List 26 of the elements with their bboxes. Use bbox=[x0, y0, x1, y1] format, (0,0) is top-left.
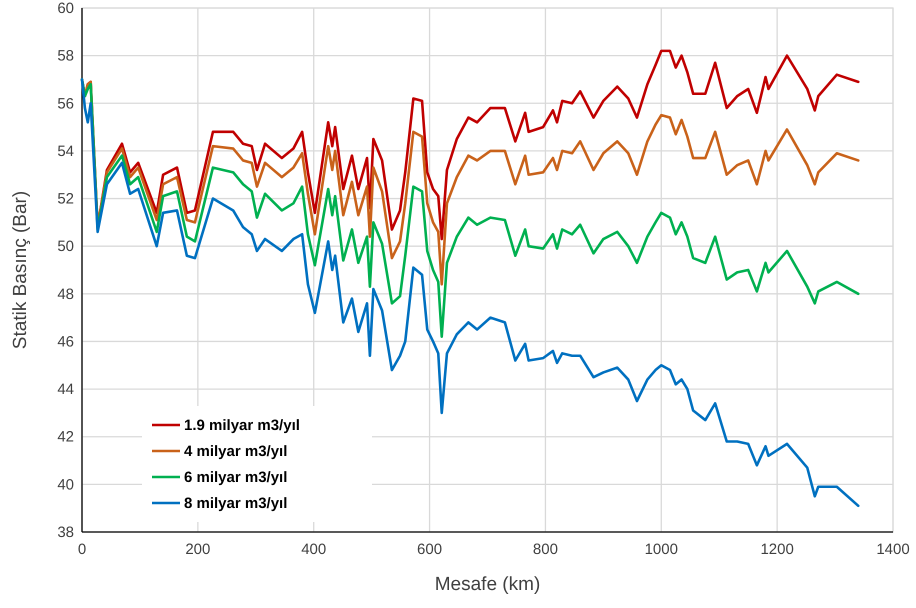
y-tick-label: 54 bbox=[57, 142, 74, 160]
x-tick-label: 0 bbox=[78, 541, 86, 558]
y-tick-label: 58 bbox=[57, 48, 74, 65]
x-tick-label: 1200 bbox=[760, 541, 794, 558]
legend-label: 8 milyar m3/yıl bbox=[184, 495, 288, 512]
x-tick-label: 200 bbox=[185, 541, 210, 558]
legend-label: 4 milyar m3/yıl bbox=[184, 443, 288, 460]
x-tick-label: 600 bbox=[417, 541, 442, 558]
y-tick-label: 56 bbox=[57, 95, 74, 112]
x-tick-label: 1000 bbox=[644, 541, 678, 558]
y-axis-title: Statik Basınç (Bar) bbox=[10, 190, 31, 350]
x-axis-title: Mesafe (km) bbox=[434, 574, 540, 595]
y-tick-label: 46 bbox=[57, 333, 74, 350]
legend-label: 1.9 milyar m3/yıl bbox=[184, 417, 300, 434]
y-tick-label: 38 bbox=[57, 524, 74, 541]
y-tick-label: 42 bbox=[57, 428, 74, 446]
x-tick-label: 1400 bbox=[876, 541, 910, 558]
y-tick-label: 60 bbox=[57, 0, 74, 17]
y-tick-label: 44 bbox=[57, 381, 74, 398]
x-tick-label: 800 bbox=[532, 541, 558, 558]
y-tick-label: 40 bbox=[57, 476, 74, 494]
legend-label: 6 milyar m3/yıl bbox=[184, 469, 288, 486]
y-tick-label: 50 bbox=[57, 238, 74, 256]
x-tick-label: 400 bbox=[301, 541, 326, 558]
y-tick-label: 52 bbox=[57, 190, 74, 208]
y-tick-label: 48 bbox=[57, 286, 74, 303]
